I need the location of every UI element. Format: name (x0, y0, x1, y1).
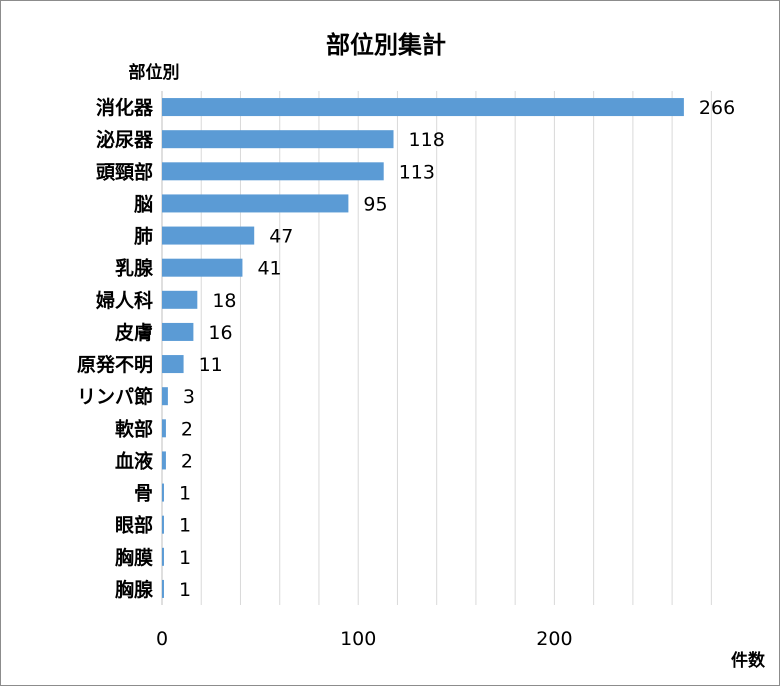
bar-13 (162, 483, 164, 502)
data-label: 2 (181, 450, 193, 472)
x-tick-labels: 0 100 200 (156, 628, 573, 650)
data-label: 16 (208, 322, 232, 344)
data-label: 95 (363, 193, 387, 215)
category-label: 胸膜 (115, 546, 153, 569)
bar-7 (162, 290, 198, 309)
category-label: 乳腺 (115, 257, 154, 280)
category-label: 婦人科 (95, 289, 153, 312)
category-label: 皮膚 (115, 321, 153, 344)
bar-8 (162, 322, 194, 341)
category-label: 軟部 (115, 417, 153, 440)
chart-title: 部位別集計 (326, 31, 446, 59)
data-label: 41 (257, 258, 281, 280)
data-label: 47 (269, 226, 293, 248)
category-label: 脳 (133, 193, 153, 215)
bars (162, 98, 684, 598)
bar-5 (162, 226, 255, 245)
category-label: 頭頸部 (96, 160, 153, 183)
category-label: 血液 (115, 449, 154, 472)
bar-16 (162, 579, 164, 598)
data-label: 1 (179, 483, 191, 505)
bar-4 (162, 194, 349, 213)
bar-12 (162, 451, 166, 470)
data-label: 11 (199, 354, 223, 376)
category-label: 原発不明 (77, 353, 153, 376)
bar-9 (162, 355, 184, 374)
data-label: 1 (179, 579, 191, 601)
bar-1 (162, 98, 684, 117)
category-label: リンパ節 (77, 385, 153, 408)
data-label: 1 (179, 547, 191, 569)
bar-6 (162, 258, 243, 277)
data-label: 18 (212, 290, 236, 312)
data-label: 266 (699, 97, 735, 119)
x-tick-label: 200 (536, 628, 572, 650)
y-axis-label: 部位別 (129, 62, 180, 83)
bar-3 (162, 162, 384, 181)
category-label: 消化器 (96, 96, 154, 119)
bar-15 (162, 547, 164, 566)
bar-11 (162, 419, 166, 438)
data-label: 118 (409, 129, 445, 151)
data-label: 113 (399, 161, 435, 183)
data-label: 1 (179, 515, 191, 537)
category-label: 肺 (134, 226, 153, 248)
bar-14 (162, 515, 164, 534)
x-axis-label: 件数 (731, 650, 766, 671)
bar-2 (162, 130, 394, 149)
category-label: 胸腺 (115, 578, 154, 601)
category-label: 眼部 (115, 514, 153, 537)
bar-10 (162, 387, 168, 406)
category-label: 泌尿器 (96, 128, 154, 151)
x-tick-label: 100 (340, 628, 376, 650)
data-label: 2 (181, 418, 193, 440)
data-label: 3 (183, 386, 195, 408)
x-tick-label: 0 (156, 628, 168, 650)
category-label: 骨 (134, 483, 153, 505)
